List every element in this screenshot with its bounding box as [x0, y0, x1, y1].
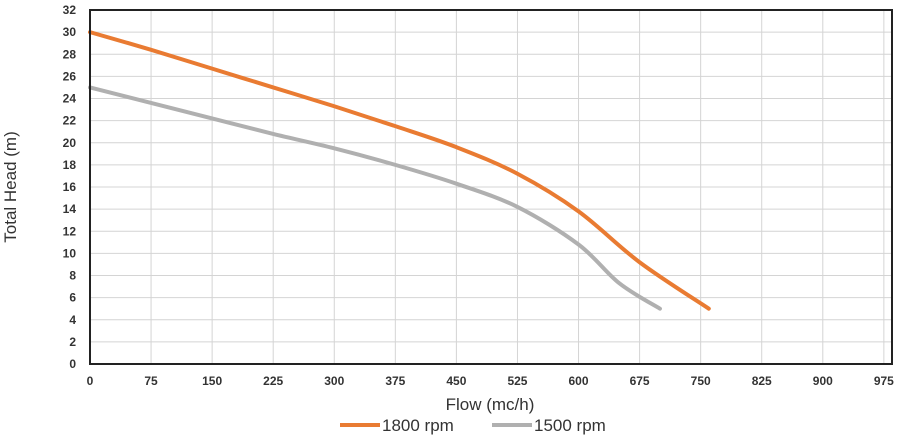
x-tick-label: 75 [144, 374, 158, 388]
x-tick-label: 450 [446, 374, 466, 388]
y-tick-label: 24 [63, 92, 77, 106]
legend: 1800 rpm 1500 rpm [340, 416, 606, 435]
y-tick-label: 10 [63, 246, 77, 260]
y-tick-label: 26 [63, 69, 77, 83]
x-tick-label: 150 [202, 374, 222, 388]
legend-label: 1800 rpm [382, 416, 454, 435]
y-tick-label: 32 [63, 3, 77, 17]
x-tick-label: 675 [630, 374, 650, 388]
plot-frame [89, 9, 893, 365]
y-tick-label: 14 [63, 202, 77, 216]
x-tick-label: 750 [691, 374, 711, 388]
x-tick-label: 525 [507, 374, 527, 388]
x-tick-label: 0 [87, 374, 94, 388]
y-tick-label: 20 [63, 136, 77, 150]
x-tick-label: 225 [263, 374, 283, 388]
x-tick-label: 900 [813, 374, 833, 388]
y-axis-title: Total Head (m) [1, 131, 20, 242]
y-tick-label: 4 [69, 313, 76, 327]
x-axis-title: Flow (mc/h) [446, 395, 535, 414]
y-tick-label: 0 [69, 357, 76, 371]
x-tick-label: 300 [324, 374, 344, 388]
y-tick-label: 28 [63, 47, 77, 61]
y-tick-label: 16 [63, 180, 77, 194]
series-lines [88, 30, 711, 311]
x-tick-label: 975 [874, 374, 894, 388]
y-tick-label: 2 [69, 335, 76, 349]
y-tick-label: 18 [63, 158, 77, 172]
series-line-1500-rpm [88, 85, 662, 311]
x-tick-label: 600 [569, 374, 589, 388]
series-line-1800-rpm [88, 30, 711, 311]
x-tick-label: 825 [752, 374, 772, 388]
y-tick-label: 6 [69, 291, 76, 305]
grid-lines [89, 9, 892, 365]
y-tick-label: 12 [63, 224, 77, 238]
x-tick-label: 375 [385, 374, 405, 388]
x-tick-labels: 0 75 150 225 300 375 450 525 600 675 750 825 900 975 [87, 374, 895, 388]
y-tick-label: 22 [63, 114, 77, 128]
legend-label: 1500 rpm [534, 416, 606, 435]
y-tick-label: 30 [63, 25, 77, 39]
y-tick-label: 8 [69, 269, 76, 283]
